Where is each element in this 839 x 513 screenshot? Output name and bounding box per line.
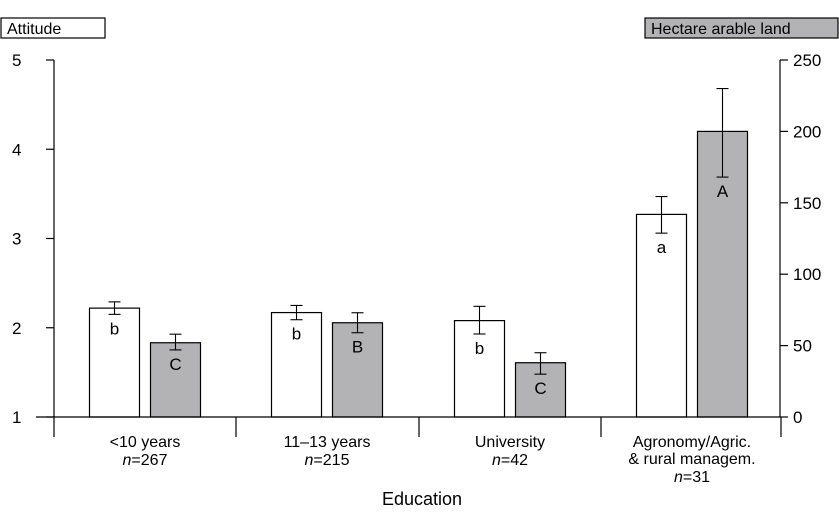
bar <box>331 322 384 418</box>
bar <box>635 213 688 418</box>
right-axis-title-text: Hectare arable land <box>651 21 791 38</box>
left-axis-title-text: Attitude <box>7 21 61 38</box>
category-label: Agronomy/Agric. <box>633 434 751 451</box>
category-sample-size: n=31 <box>674 469 710 486</box>
category-sample-size: n=267 <box>123 452 168 469</box>
significance-letters: b b b a C B C A <box>110 182 729 398</box>
category-label: <10 years <box>110 434 181 451</box>
left-tick-label: 5 <box>12 51 21 70</box>
error-bars <box>108 88 729 375</box>
bar <box>149 342 202 418</box>
bars <box>88 130 749 418</box>
bar <box>453 320 506 418</box>
right-tick-label: 50 <box>793 337 812 356</box>
left-axis-title: Attitude <box>0 17 106 39</box>
significance-letter: C <box>534 379 546 398</box>
right-tick-label: 0 <box>793 408 802 427</box>
category-label: 11–13 years <box>284 434 371 451</box>
significance-letter: C <box>169 355 181 374</box>
significance-letter: b <box>292 325 301 344</box>
left-tick-label: 4 <box>12 140 21 159</box>
right-axis-title: Hectare arable land <box>644 17 839 39</box>
category-sample-size: n=215 <box>305 452 350 469</box>
right-tick-label: 100 <box>793 265 821 284</box>
significance-letter: b <box>110 319 119 338</box>
significance-letter: a <box>657 238 667 257</box>
category-label: & rural managem. <box>628 451 755 468</box>
right-tick-label: 250 <box>793 51 821 70</box>
category-label: University <box>475 434 545 451</box>
left-tick-label: 2 <box>12 319 21 338</box>
left-axis: 1 2 3 4 5 <box>12 51 55 427</box>
x-axis-label: Education <box>382 489 462 509</box>
right-tick-label: 150 <box>793 194 821 213</box>
right-axis: 0 50 100 150 200 250 <box>779 51 821 427</box>
category-sample-size: n=42 <box>492 452 528 469</box>
bar <box>270 311 323 418</box>
left-tick-label: 1 <box>12 408 21 427</box>
significance-letter: B <box>352 338 363 357</box>
right-tick-label: 200 <box>793 122 821 141</box>
significance-letter: A <box>717 182 729 201</box>
significance-letter: b <box>475 339 484 358</box>
left-tick-label: 3 <box>12 230 21 249</box>
